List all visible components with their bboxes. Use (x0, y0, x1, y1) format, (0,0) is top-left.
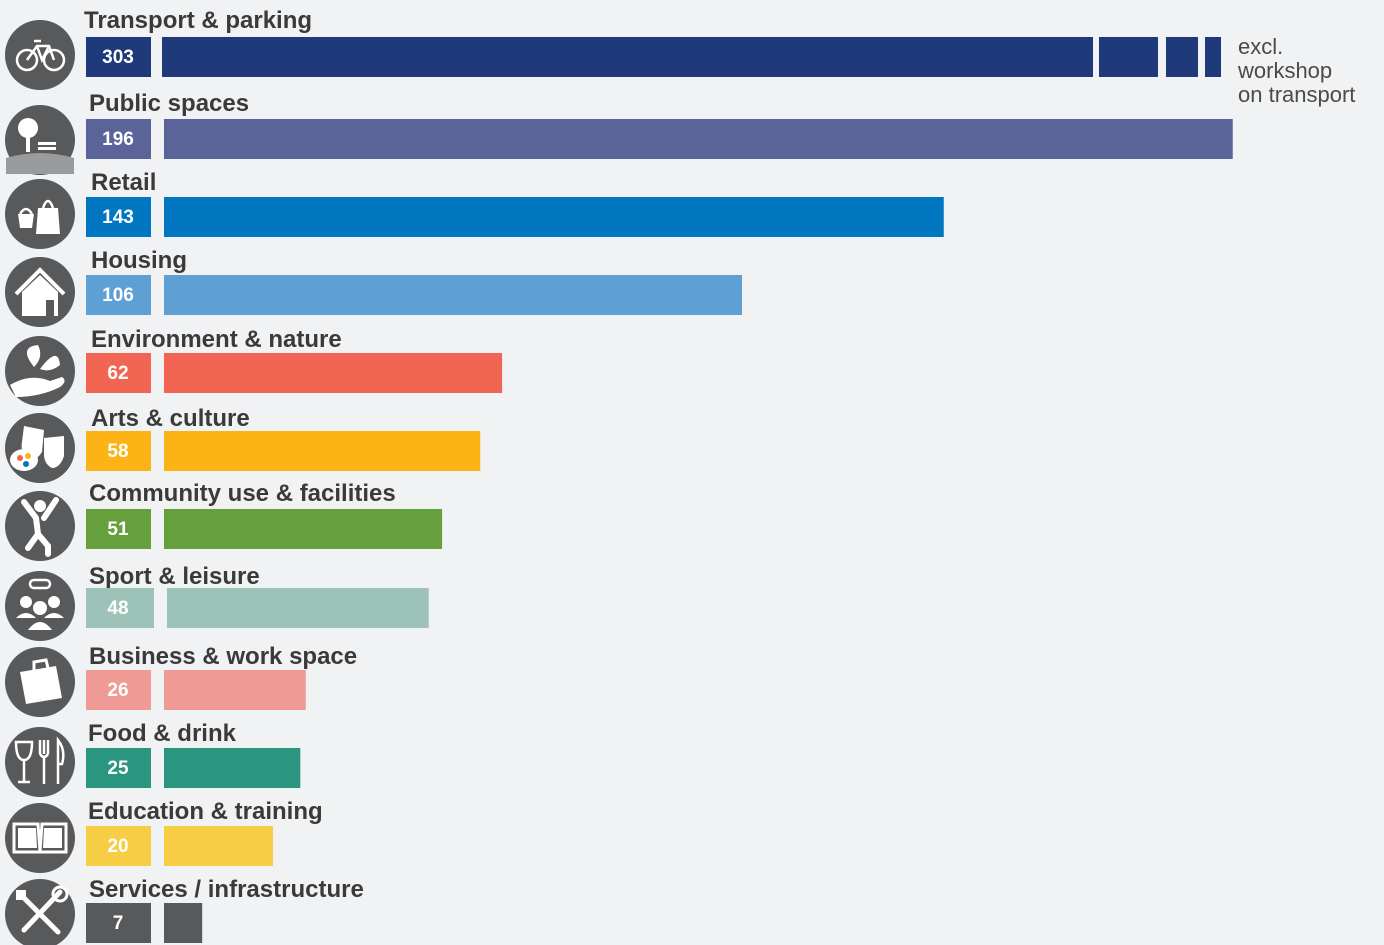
value-box-arts-culture (86, 431, 151, 471)
value-label-education-training: 20 (107, 836, 128, 857)
category-label-environment-nature: Environment & nature (91, 326, 342, 353)
value-label-arts-culture: 58 (107, 441, 128, 462)
category-label-housing: Housing (91, 247, 187, 274)
group-people-icon (5, 571, 75, 641)
bar-community-use-facilities (164, 509, 443, 549)
category-label-retail: Retail (91, 169, 156, 196)
theatre-masks-icon (5, 413, 75, 483)
category-label-transport-parking: Transport & parking (84, 7, 312, 34)
value-label-housing: 106 (102, 285, 134, 306)
category-label-sport-leisure: Sport & leisure (89, 563, 260, 590)
value-box-food-drink (86, 748, 151, 788)
glass-cutlery-icon (5, 727, 75, 797)
value-box-education-training (86, 826, 151, 866)
bar-education-training (164, 826, 274, 866)
value-box-community-use-facilities (86, 509, 151, 549)
value-box-retail (86, 197, 151, 237)
bar-transport-parking (162, 37, 1221, 77)
value-box-transport-parking (86, 37, 151, 77)
value-box-environment-nature (86, 353, 151, 393)
value-label-environment-nature: 62 (107, 363, 128, 384)
value-label-public-spaces: 196 (102, 129, 134, 150)
bar-sport-leisure (167, 588, 429, 628)
category-label-education-training: Education & training (88, 798, 323, 825)
value-box-business-work-space (86, 670, 151, 710)
category-label-community-use-facilities: Community use & facilities (89, 480, 396, 507)
briefcase-icon (5, 647, 75, 717)
value-box-services-infrastructure (86, 903, 151, 943)
value-label-retail: 143 (102, 207, 134, 228)
bar-business-work-space (164, 670, 306, 710)
category-label-services-infrastructure: Services / infrastructure (89, 876, 364, 903)
person-jumping-icon (5, 491, 75, 561)
value-box-sport-leisure (86, 588, 154, 628)
category-label-arts-culture: Arts & culture (91, 405, 250, 432)
value-label-community-use-facilities: 51 (107, 519, 129, 540)
shopping-basket-icon (5, 179, 75, 249)
value-label-food-drink: 25 (107, 758, 129, 779)
bar-arts-culture (164, 431, 481, 471)
bar-housing (164, 275, 742, 315)
category-label-business-work-space: Business & work space (89, 643, 357, 670)
open-book-icon (5, 803, 75, 873)
bicycle-icon (5, 20, 75, 90)
value-label-services-infrastructure: 7 (113, 913, 124, 934)
category-label-food-drink: Food & drink (88, 720, 237, 747)
bar-environment-nature (164, 353, 503, 393)
bar-services-infrastructure (164, 903, 203, 943)
value-label-transport-parking: 303 (102, 47, 134, 68)
plant-hand-icon (5, 336, 75, 406)
bar-retail (164, 197, 944, 237)
annotation-note: excl. workshop on transport (1237, 34, 1355, 107)
tools-icon (5, 879, 75, 945)
tree-bench-icon (5, 105, 75, 175)
value-label-business-work-space: 26 (107, 680, 128, 701)
house-icon (5, 257, 75, 327)
value-box-public-spaces (86, 119, 151, 159)
bar-food-drink (164, 748, 301, 788)
bar-public-spaces (164, 119, 1233, 159)
value-label-sport-leisure: 48 (107, 598, 128, 619)
category-label-public-spaces: Public spaces (89, 90, 249, 117)
value-box-housing (86, 275, 151, 315)
